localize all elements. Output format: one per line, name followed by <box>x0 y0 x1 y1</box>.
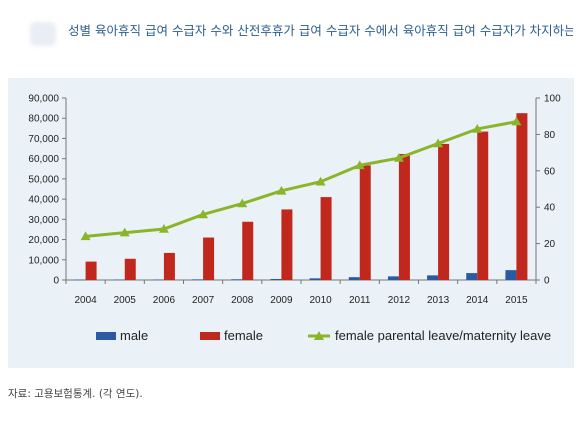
female-bar <box>438 143 450 280</box>
right-tick-label: 20 <box>544 239 556 250</box>
male-bar <box>505 270 517 280</box>
x-tick-label: 2009 <box>270 295 293 306</box>
share-point <box>433 138 444 148</box>
female-bar <box>359 165 371 280</box>
legend-female-swatch <box>200 332 220 340</box>
share-point <box>80 231 91 241</box>
female-bar <box>281 209 293 280</box>
x-tick-label: 2011 <box>349 295 371 306</box>
male-bar <box>74 279 86 281</box>
left-tick-label: 0 <box>53 276 59 287</box>
male-bar <box>466 273 478 280</box>
legend-line-label: female parental leave/maternity leave <box>335 328 551 343</box>
x-tick-label: 2006 <box>153 295 176 306</box>
logo-image <box>30 22 56 46</box>
share-point <box>354 160 365 170</box>
left-tick-label: 60,000 <box>28 154 59 165</box>
left-tick-label: 20,000 <box>28 235 59 246</box>
source-note: 자료: 고용보험통계. (각 연도). <box>8 388 143 400</box>
female-bar <box>320 197 332 280</box>
male-bar <box>387 276 399 280</box>
female-bar <box>203 237 215 280</box>
male-bar <box>113 279 125 281</box>
female-bar <box>85 261 97 280</box>
legend-line-marker <box>314 331 324 340</box>
share-point <box>315 176 326 186</box>
legend-male-label: male <box>120 328 148 343</box>
share-point <box>511 116 522 126</box>
x-tick-label: 2008 <box>231 295 254 306</box>
x-tick-label: 2014 <box>466 295 489 306</box>
left-tick-label: 80,000 <box>28 114 59 125</box>
female-bar <box>398 154 410 280</box>
male-bar <box>152 279 164 281</box>
share-point <box>119 227 130 237</box>
share-point <box>393 153 404 162</box>
male-bar <box>309 278 321 280</box>
x-tick-label: 2015 <box>505 295 528 306</box>
male-bar <box>192 279 204 280</box>
left-tick-label: 70,000 <box>28 134 59 145</box>
male-bar <box>231 279 243 280</box>
right-tick-label: 0 <box>544 276 550 287</box>
left-tick-label: 40,000 <box>28 195 59 206</box>
female-bar <box>242 221 254 280</box>
share-point <box>198 209 209 219</box>
male-bar <box>427 275 439 280</box>
left-tick-label: 50,000 <box>28 174 59 185</box>
female-bar <box>477 131 489 280</box>
left-tick-label: 30,000 <box>28 215 59 226</box>
right-tick-label: 40 <box>544 203 556 214</box>
share-point <box>158 224 169 233</box>
share-point <box>472 123 483 133</box>
x-tick-label: 2004 <box>74 295 97 306</box>
share-line <box>85 120 517 238</box>
x-tick-label: 2013 <box>427 295 450 306</box>
x-tick-label: 2010 <box>309 295 332 306</box>
share-point <box>276 185 287 195</box>
female-bar <box>163 252 175 280</box>
x-tick-label: 2007 <box>192 295 215 306</box>
right-tick-label: 60 <box>544 166 556 177</box>
x-tick-label: 2012 <box>388 295 411 306</box>
legend-female-label: female <box>224 328 263 343</box>
female-bar <box>124 258 136 280</box>
male-bar <box>348 277 360 280</box>
share-point <box>237 198 248 208</box>
chart-title: 성별 육아휴직 급여 수급자 수와 산전후휴가 급여 수급자 수에서 육아휴직 … <box>68 23 573 38</box>
left-tick-label: 10,000 <box>28 255 59 266</box>
female-bar <box>516 113 528 280</box>
left-tick-label: 90,000 <box>28 94 59 105</box>
chart-panel: 0 10,000 20,000 30,000 40,000 50,000 60,000 70,… <box>8 78 574 368</box>
right-tick-label: 80 <box>544 130 556 141</box>
legend-male-swatch <box>96 332 116 340</box>
chart: 0 10,000 20,000 30,000 40,000 50,000 60,000 70,… <box>28 94 561 344</box>
x-tick-label: 2005 <box>114 295 137 306</box>
right-tick-label: 100 <box>544 94 561 105</box>
male-bar <box>270 278 282 280</box>
